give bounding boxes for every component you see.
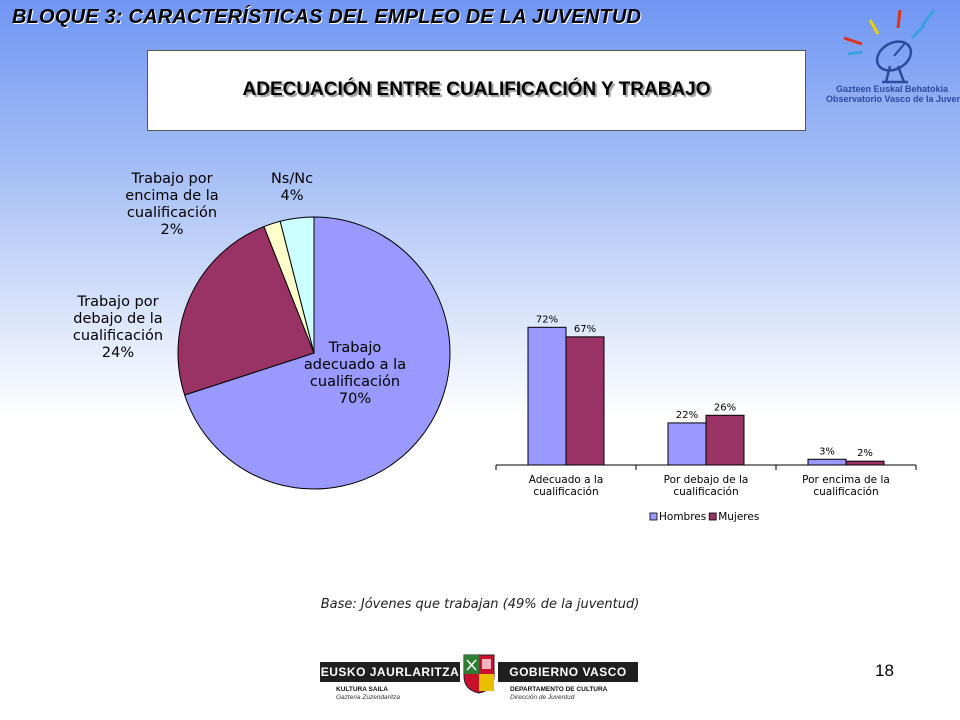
category-label: Por debajo de la <box>664 474 749 486</box>
pie-label-line: Trabajo por <box>77 294 159 310</box>
pie-label-pct: 70% <box>338 391 372 407</box>
satellite-dish-icon <box>843 9 936 84</box>
pie-label-line: Trabajo por <box>131 171 213 187</box>
pie-slice <box>184 216 451 490</box>
bar-mujeres <box>565 336 605 466</box>
bar-chart: 72%67%Adecuado a lacualificación22%26%Po… <box>495 314 917 523</box>
pie-label-line: cualificación <box>126 205 218 221</box>
bar-data-label: 22% <box>676 410 698 421</box>
section-header: BLOQUE 3: CARACTERÍSTICAS DEL EMPLEO DE … <box>12 6 642 28</box>
bar-data-label: 3% <box>819 446 835 457</box>
pie-label-nsnc: Ns/Nc 4% <box>271 171 313 205</box>
bar-mujeres <box>845 460 885 466</box>
logo-line-1: Gazteen Euskal Behatokia <box>835 84 949 94</box>
slide-title-box: ADECUACIÓN ENTRE CUALIFICACIÓN Y TRABAJO <box>147 50 806 131</box>
page-number: 18 <box>875 661 894 680</box>
category-label: Por encima de la <box>802 474 890 486</box>
footer-left-bar: EUSKO JAURLARITZA <box>320 662 460 682</box>
footer-left-caption: KULTURA SAILA Gazteria Zuzendaritza <box>336 686 400 702</box>
legend-label: Hombres <box>659 511 706 523</box>
bar-data-label: 67% <box>574 324 596 335</box>
pie-label-pct: 2% <box>160 222 184 238</box>
pie-label-line: Ns/Nc <box>270 171 314 187</box>
pie-label-pct: 24% <box>101 345 135 361</box>
slide-title: ADECUACIÓN ENTRE CUALIFICACIÓN Y TRABAJO <box>242 78 711 100</box>
footer-right-sub2: Dirección de Juventud <box>510 694 575 701</box>
pie-slice <box>177 225 315 396</box>
category-label: Adecuado a la <box>529 474 604 486</box>
pie-label-line: cualificación <box>309 374 401 390</box>
pie-label-line: encima de la <box>125 188 219 204</box>
footer-left-sub2: Gazteria Zuzendaritza <box>336 694 400 701</box>
footer-right-sub1: DEPARTAMENTO DE CULTURA <box>510 686 608 693</box>
pie-label-line: cualificación <box>72 328 164 344</box>
pie-label-pct: 4% <box>280 188 304 204</box>
bar-data-label: 26% <box>714 402 736 413</box>
legend-label: Mujeres <box>718 511 759 523</box>
category-label: cualificación <box>533 486 598 498</box>
category-label: cualificación <box>673 486 738 498</box>
logo-caption: Gazteen Euskal Behatokia Observatorio Va… <box>826 84 960 104</box>
category-label: cualificación <box>813 486 878 498</box>
pie-label-adecuado: Trabajo adecuado a la cualificación 70% <box>304 340 406 408</box>
footer-left-sub1: KULTURA SAILA <box>336 686 388 693</box>
bar-data-label: 2% <box>857 448 873 459</box>
bar-data-label: 72% <box>536 314 558 325</box>
bar-hombres <box>667 422 707 466</box>
legend: Hombres Mujeres <box>649 511 759 523</box>
bar-mujeres <box>705 414 745 466</box>
footer-right-caption: DEPARTAMENTO DE CULTURA Dirección de Juv… <box>510 686 607 702</box>
pie-label-line: adecuado a la <box>303 357 407 373</box>
pie-label-debajo: Trabajo por debajo de la cualificación 2… <box>73 294 163 362</box>
legend-swatch <box>649 512 658 521</box>
footer-right-bar: GOBIERNO VASCO <box>498 662 638 682</box>
base-note: Base: Jóvenes que trabajan (49% de la ju… <box>320 597 640 612</box>
legend-swatch <box>708 512 717 521</box>
pie-label-line: debajo de la <box>73 311 163 327</box>
pie-label-encima: Trabajo por encima de la cualificación 2… <box>125 171 218 239</box>
pie-slice <box>279 216 315 354</box>
pie-label-line: Trabajo <box>328 340 382 356</box>
footer-logo: EUSKO JAURLARITZA GOBIERNO VASCO KULTURA… <box>320 652 640 716</box>
coat-of-arms-icon <box>463 654 495 694</box>
logo-line-2: Observatorio Vasco de la Juventud <box>826 94 960 104</box>
bar-hombres <box>527 326 567 466</box>
bar-hombres <box>807 458 847 466</box>
